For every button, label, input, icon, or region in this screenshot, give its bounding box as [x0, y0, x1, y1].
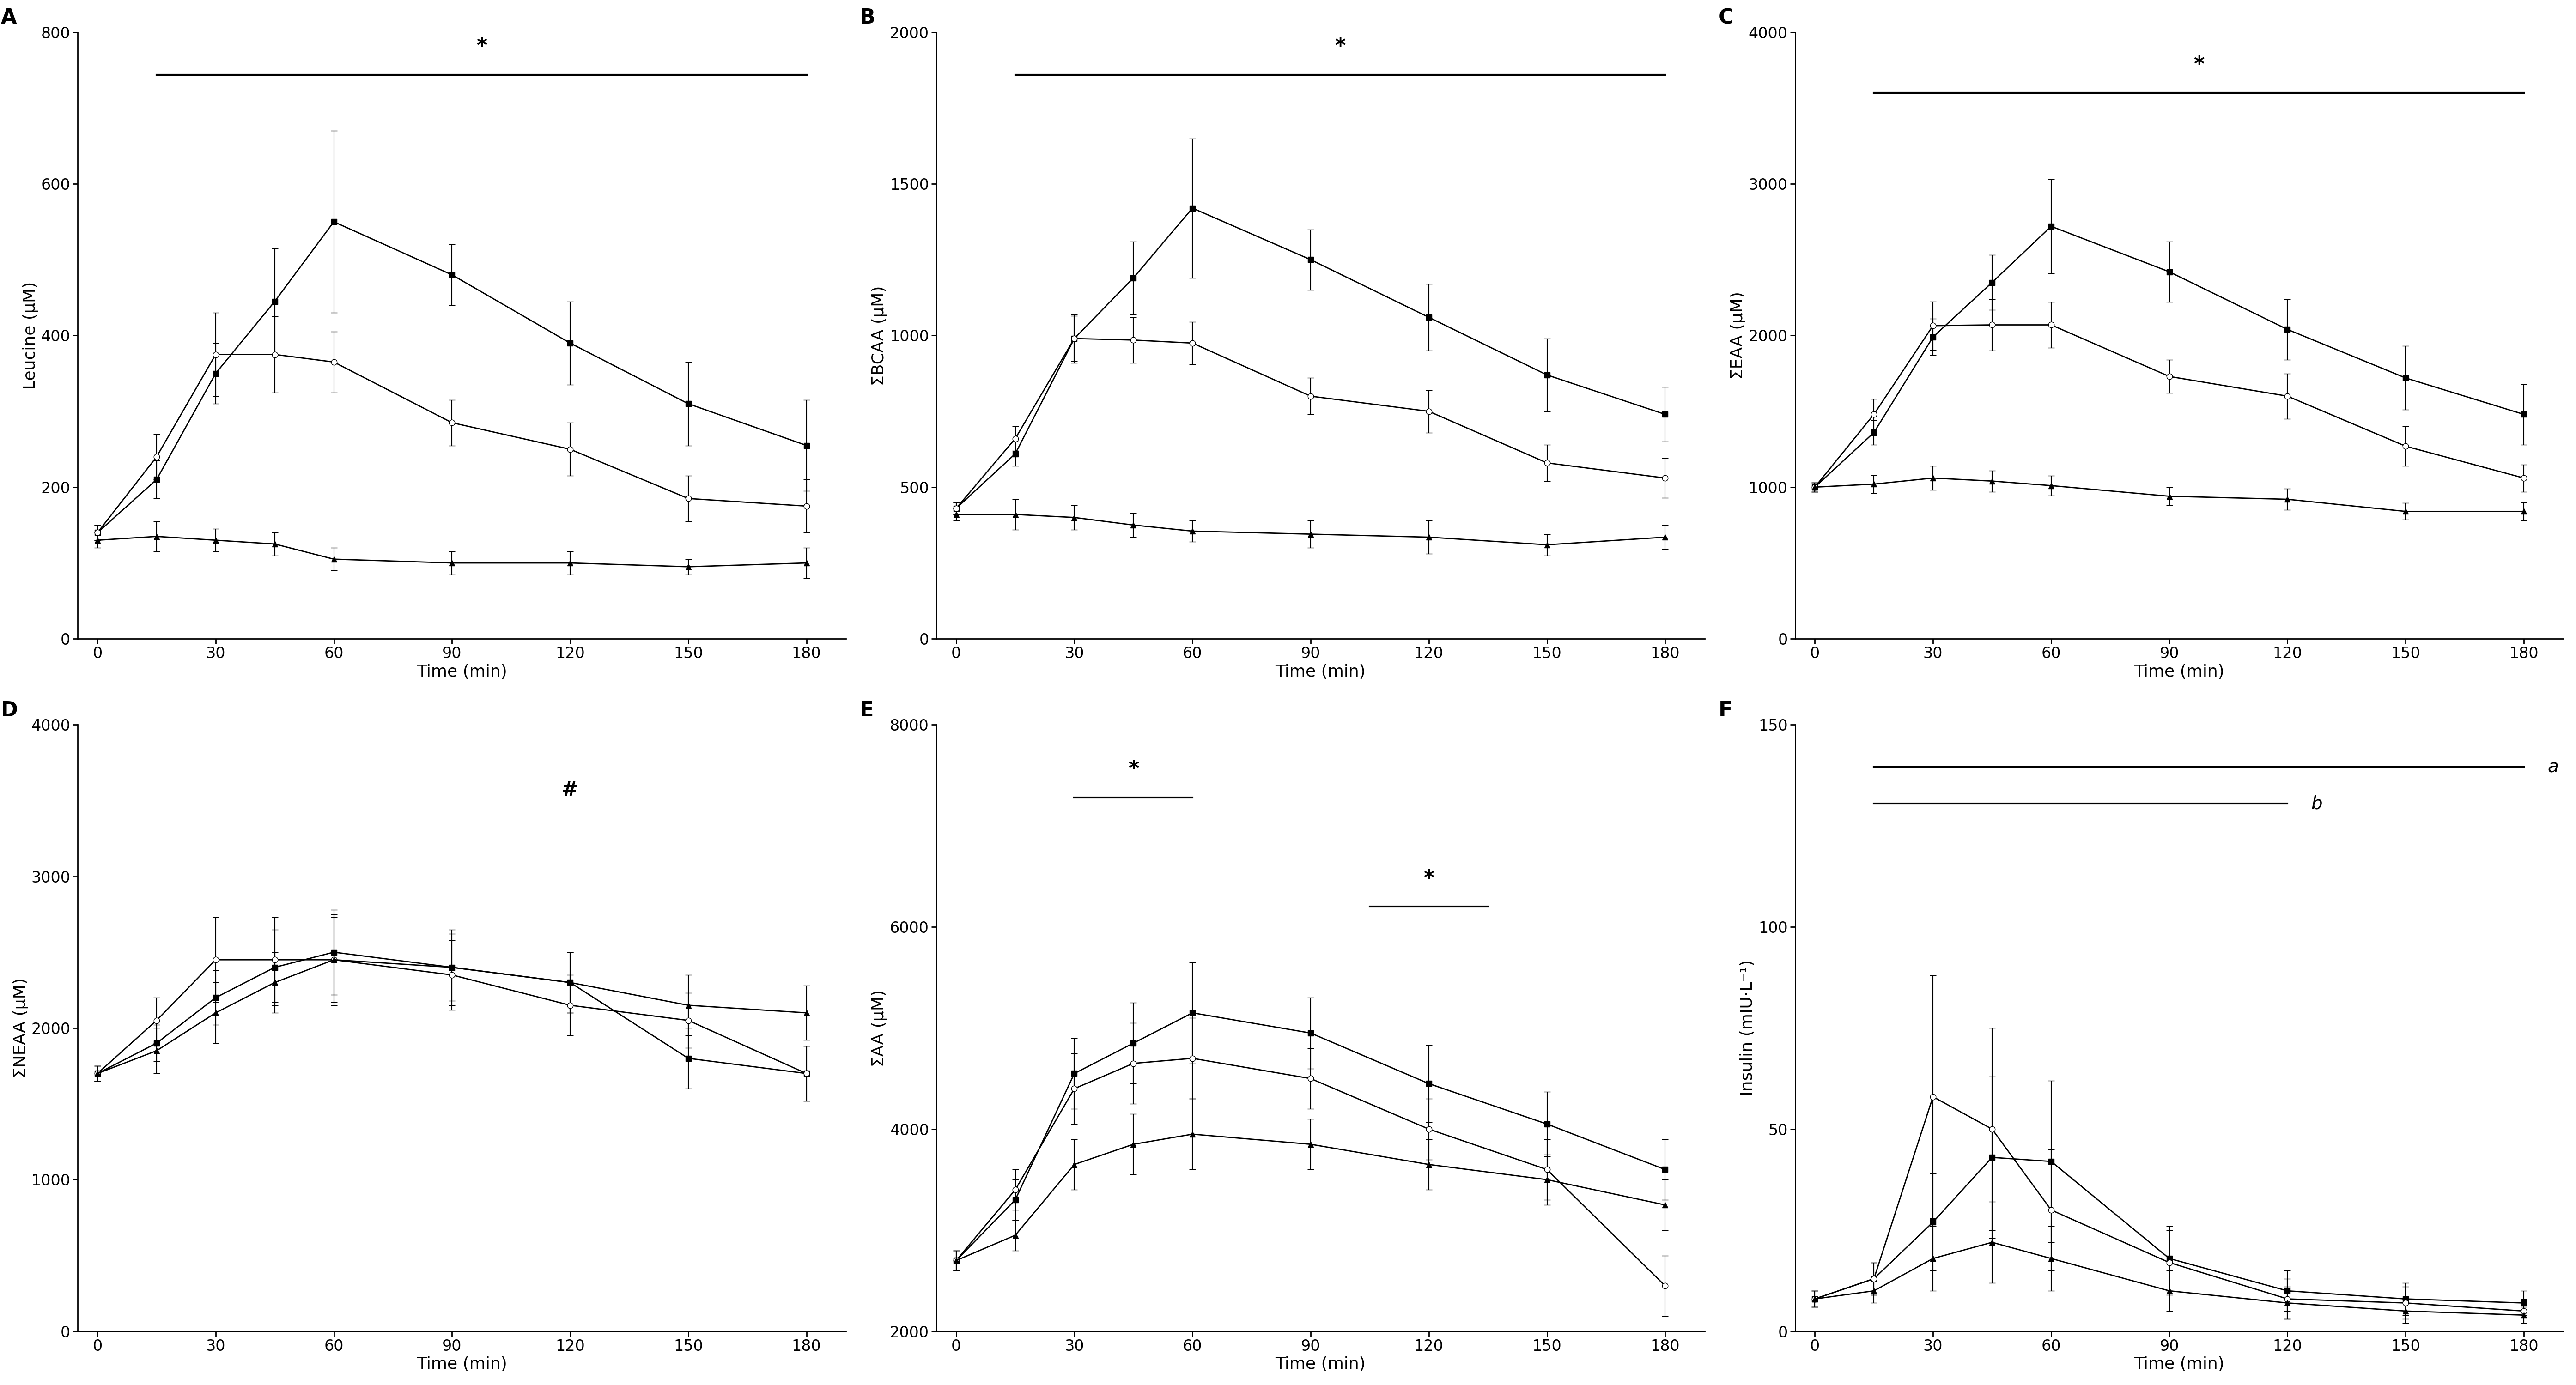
Y-axis label: ΣNEAA (μM): ΣNEAA (μM) [13, 978, 28, 1078]
Text: E: E [860, 701, 873, 720]
X-axis label: Time (min): Time (min) [1275, 663, 1365, 680]
X-axis label: Time (min): Time (min) [1275, 1356, 1365, 1373]
Text: D: D [0, 701, 18, 720]
Text: B: B [860, 8, 876, 28]
Text: #: # [562, 781, 580, 801]
Y-axis label: ΣBCAA (μM): ΣBCAA (μM) [871, 285, 886, 385]
X-axis label: Time (min): Time (min) [2133, 663, 2223, 680]
Text: *: * [1128, 759, 1139, 780]
Text: C: C [1718, 8, 1734, 28]
Text: F: F [1718, 701, 1734, 720]
X-axis label: Time (min): Time (min) [417, 1356, 507, 1373]
Y-axis label: ΣAA (μM): ΣAA (μM) [871, 989, 886, 1066]
Text: a: a [2548, 759, 2558, 776]
Y-axis label: ΣEAA (μM): ΣEAA (μM) [1731, 292, 1747, 379]
X-axis label: Time (min): Time (min) [417, 663, 507, 680]
Text: *: * [2195, 55, 2205, 75]
Text: *: * [1334, 36, 1345, 57]
Y-axis label: Insulin (mIU·L⁻¹): Insulin (mIU·L⁻¹) [1739, 960, 1757, 1096]
Text: *: * [1425, 868, 1435, 889]
X-axis label: Time (min): Time (min) [2133, 1356, 2223, 1373]
Text: b: b [2311, 795, 2324, 813]
Text: *: * [477, 36, 487, 57]
Y-axis label: Leucine (μM): Leucine (μM) [23, 281, 39, 389]
Text: A: A [0, 8, 18, 28]
